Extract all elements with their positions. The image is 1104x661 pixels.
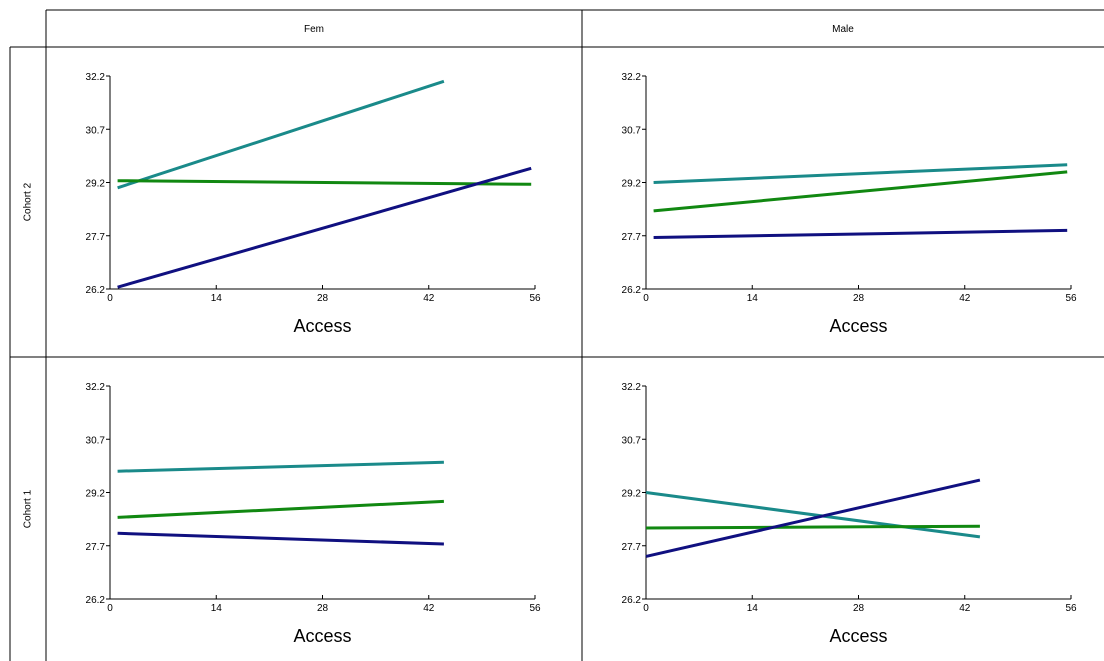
y-tick-label: 29.2	[86, 489, 106, 500]
y-tick-label: 27.7	[86, 542, 106, 553]
y-tick-label: 30.7	[86, 435, 106, 446]
y-tick-label: 30.7	[622, 125, 642, 136]
y-tick-label: 32.2	[86, 382, 106, 393]
x-tick-label: 14	[747, 293, 759, 304]
x-tick-label: 56	[529, 293, 541, 304]
x-axis-label: Access	[829, 626, 887, 646]
y-tick-label: 30.7	[622, 435, 642, 446]
series-line-3	[117, 166, 532, 289]
panel-cohort-2-male: 26.2 27.7 29.2 30.7 32.2 0 14 28 42 56 Access	[622, 72, 1077, 336]
series-line-1	[117, 460, 444, 473]
x-tick-label: 28	[317, 603, 329, 614]
series-line-2	[117, 179, 532, 186]
x-tick-label: 56	[529, 603, 541, 614]
y-tick-label: 27.7	[622, 232, 642, 243]
x-axis-label: Access	[293, 316, 351, 336]
series-line-2	[117, 499, 444, 519]
x-tick-label: 28	[853, 293, 865, 304]
y-tick-label: 26.2	[86, 285, 106, 296]
y-tick-label: 32.2	[622, 382, 642, 393]
x-tick-label: 42	[423, 293, 435, 304]
series-line-3	[117, 531, 444, 546]
x-axis-label: Access	[829, 316, 887, 336]
facet-panels: 26.227.729.230.732.20 14 28 42 56Access26.22…	[86, 72, 1077, 646]
y-tick-label: 29.2	[622, 179, 642, 190]
x-tick-label: 14	[747, 603, 759, 614]
series-line-3	[653, 228, 1068, 239]
panel-cohort-2-fem: 26.2 27.7 29.2 30.7 32.2 0 14 28 42 56 Access	[86, 72, 541, 336]
x-tick-label: 0	[643, 293, 649, 304]
grid-frame	[9, 9, 1104, 661]
y-tick-label: 26.2	[86, 595, 106, 606]
x-tick-label: 28	[853, 603, 865, 614]
column-header-fem: Fem	[304, 24, 324, 35]
panel-cohort-1-fem: 26.2 27.7 29.2 30.7 32.2 0 14 28 42 56 Access	[86, 382, 541, 646]
y-tick-label: 32.2	[86, 72, 106, 83]
x-tick-label: 14	[211, 603, 223, 614]
x-tick-label: 0	[107, 293, 113, 304]
y-tick-label: 26.2	[622, 595, 642, 606]
series-line-1	[653, 163, 1068, 184]
series-line-2	[645, 524, 980, 530]
x-tick-label: 0	[643, 603, 649, 614]
x-tick-label: 42	[959, 293, 971, 304]
y-tick-label: 29.2	[622, 489, 642, 500]
x-tick-label: 0	[107, 603, 113, 614]
y-tick-label: 27.7	[622, 542, 642, 553]
row-header-cohort-2: Cohort 2	[23, 182, 34, 221]
x-tick-label: 42	[423, 603, 435, 614]
y-tick-label: 32.2	[622, 72, 642, 83]
x-tick-label: 56	[1065, 293, 1077, 304]
row-header-cohort-1: Cohort 1	[23, 489, 34, 528]
series-line-1	[645, 491, 981, 539]
x-axis-label: Access	[293, 626, 351, 646]
facet-headers: Fem Male Cohort 2 Cohort 1	[23, 24, 855, 528]
series-line-1	[117, 79, 445, 190]
x-tick-label: 28	[317, 293, 329, 304]
column-header-male: Male	[832, 24, 854, 35]
x-tick-label: 56	[1065, 603, 1077, 614]
panel-cohort-1-male: 26.2 27.7 29.2 30.7 32.2 0 14 28 42 56 Access	[622, 382, 1077, 646]
x-tick-label: 14	[211, 293, 223, 304]
x-tick-label: 42	[959, 603, 971, 614]
y-tick-label: 27.7	[86, 232, 106, 243]
y-tick-label: 26.2	[622, 285, 642, 296]
y-tick-label: 29.2	[86, 179, 106, 190]
series-line-3	[645, 478, 981, 558]
series-line-2	[653, 170, 1068, 213]
y-tick-label: 30.7	[86, 125, 106, 136]
